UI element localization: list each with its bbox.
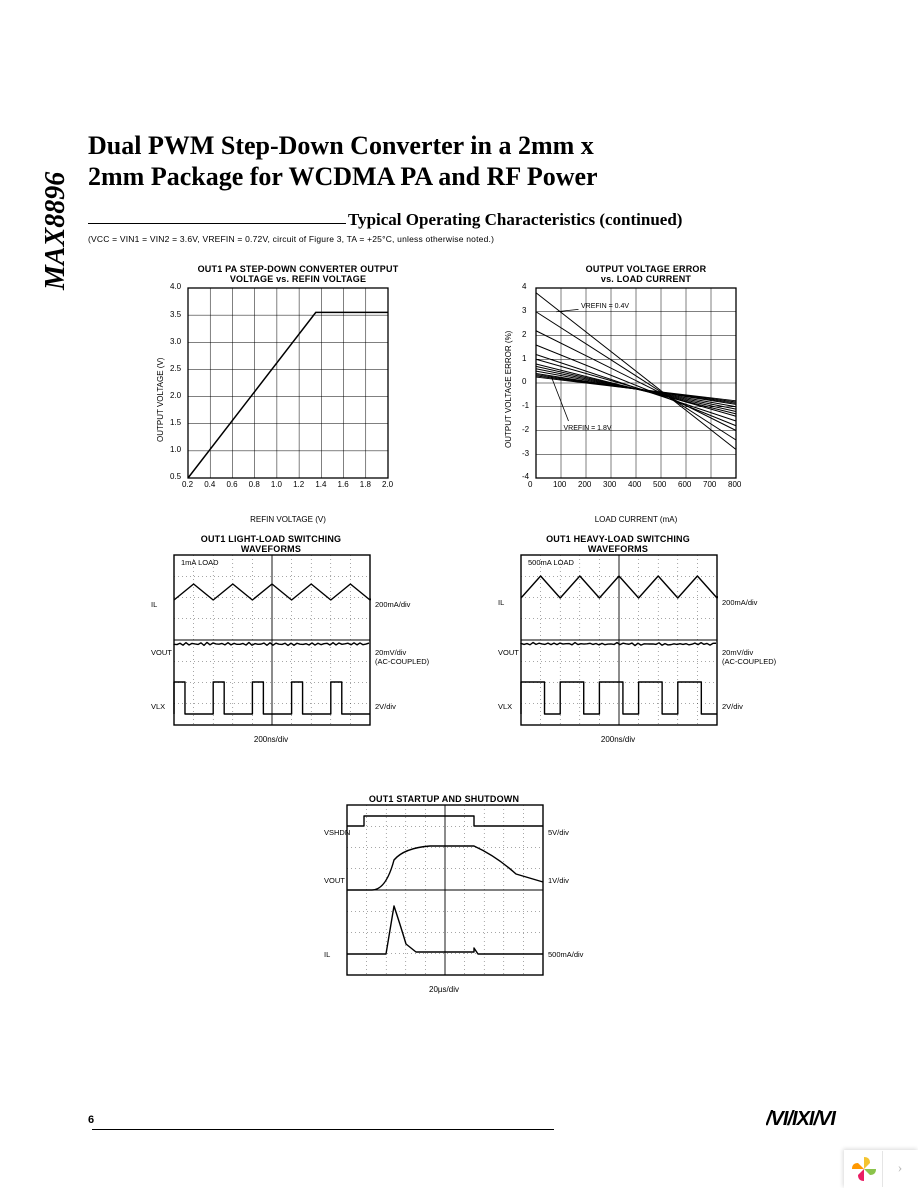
maxim-logo: /VI/IXI/VI (766, 1108, 856, 1136)
test-conditions: (VCC = VIN1 = VIN2 = 3.6V, VREFIN = 0.72… (88, 234, 848, 244)
section-header: Typical Operating Characteristics (conti… (88, 210, 848, 230)
corner-widget: › (844, 1150, 918, 1188)
page-number: 6 (88, 1114, 94, 1126)
scope-heavy-load-title: OUT1 HEAVY-LOAD SWITCHINGWAVEFORMS (520, 534, 716, 554)
title-line1: Dual PWM Step-Down Converter in a 2mm x (88, 131, 594, 160)
chart-out1-vout-vs-refin: OUT1 PA STEP-DOWN CONVERTER OUTPUTVOLTAG… (158, 264, 418, 524)
scope-light-load: OUT1 LIGHT-LOAD SWITCHINGWAVEFORMS1mA LO… (173, 534, 479, 744)
title-line2: 2mm Package for WCDMA PA and RF Power (88, 162, 598, 191)
pinwheel-icon (846, 1151, 882, 1187)
section-rule (88, 223, 346, 224)
section-title: Typical Operating Characteristics (conti… (348, 210, 682, 230)
charts-area: OUT1 PA STEP-DOWN CONVERTER OUTPUTVOLTAG… (88, 264, 848, 1084)
footer-rule (92, 1129, 554, 1130)
main-title: Dual PWM Step-Down Converter in a 2mm x … (88, 130, 848, 192)
chart1-title: OUT1 PA STEP-DOWN CONVERTER OUTPUTVOLTAG… (188, 264, 408, 284)
chart-vout-error-vs-load: OUTPUT VOLTAGE ERRORvs. LOAD CURRENT0100… (506, 264, 766, 524)
scope-startup-shutdown-title: OUT1 STARTUP AND SHUTDOWN (346, 794, 542, 804)
chart2-title: OUTPUT VOLTAGE ERRORvs. LOAD CURRENT (536, 264, 756, 284)
scope-startup-shutdown: OUT1 STARTUP AND SHUTDOWNVSHDN5V/divVOUT… (346, 794, 652, 994)
page-content: Dual PWM Step-Down Converter in a 2mm x … (88, 130, 848, 1084)
svg-text:/VI/IXI/VI: /VI/IXI/VI (766, 1108, 836, 1130)
scope-light-load-title: OUT1 LIGHT-LOAD SWITCHINGWAVEFORMS (173, 534, 369, 554)
part-number-label: MAX8896 (40, 172, 72, 290)
scope-heavy-load: OUT1 HEAVY-LOAD SWITCHINGWAVEFORMS500mA … (520, 534, 826, 744)
next-arrow-button[interactable]: › (882, 1151, 917, 1187)
